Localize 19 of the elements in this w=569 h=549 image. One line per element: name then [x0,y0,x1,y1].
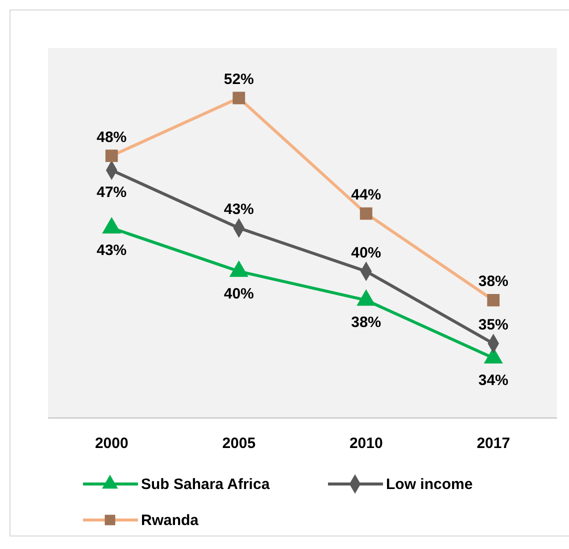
data-label: 44% [351,186,382,204]
legend-label: Sub Sahara Africa [141,476,270,493]
x-tick-label: 2017 [476,435,510,452]
data-label: 47% [96,184,127,202]
data-label: 48% [96,128,127,146]
data-label: 40% [224,285,254,302]
data-label: 38% [478,273,508,290]
data-label: 38% [351,314,382,332]
x-tick-label: 2010 [349,435,383,452]
x-tick-label: 2000 [94,435,128,452]
legend-label: Rwanda [141,512,200,529]
data-label: 43% [224,201,254,218]
data-label: 34% [478,372,508,389]
legend-label: Low income [386,476,473,493]
data-label: 40% [351,244,382,262]
data-label: 52% [224,71,254,88]
x-tick-label: 2005 [222,435,256,452]
data-label: 43% [96,242,127,259]
data-label: 35% [478,316,508,334]
